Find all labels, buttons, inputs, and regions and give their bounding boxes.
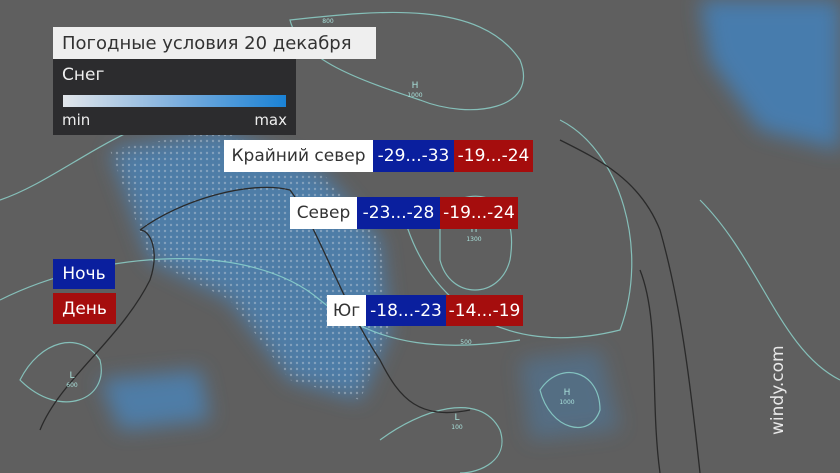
low-pressure-label: L <box>69 371 74 381</box>
high-pressure-label: H <box>412 81 419 91</box>
page-title: Погодные условия 20 декабря <box>53 27 376 59</box>
snow-legend: Снег min max <box>53 59 296 135</box>
day-temp: -19...-24 <box>440 197 518 229</box>
pressure-value: 1000 <box>559 399 574 406</box>
region-name: Юг <box>327 295 366 326</box>
pressure-value: 1300 <box>466 236 481 243</box>
watermark: windy.com <box>768 345 788 435</box>
legend-max: max <box>254 111 287 129</box>
coastlines <box>39 139 701 473</box>
night-temp: -18...-23 <box>366 295 446 326</box>
isobar-value: 500 <box>460 339 472 346</box>
pressure-value: 600 <box>66 382 78 389</box>
low-pressure-label: L <box>454 413 459 423</box>
legend-min: min <box>62 111 91 129</box>
day-temp: -14...-19 <box>446 295 523 326</box>
high-pressure-label: H <box>471 225 478 235</box>
day-key: День <box>53 293 116 324</box>
day-temp: -19...-24 <box>454 140 533 172</box>
region-name: Север <box>290 197 357 229</box>
high-pressure-label: H <box>564 388 571 398</box>
isobar-value: 800 <box>322 18 334 25</box>
legend-gradient-bar <box>63 95 286 107</box>
night-temp: -29...-33 <box>373 140 454 172</box>
region-name: Крайний север <box>224 140 373 172</box>
isobars <box>0 11 840 473</box>
legend-title: Снег <box>62 65 105 85</box>
pressure-value: 100 <box>451 424 463 431</box>
pressure-value: 1000 <box>407 92 422 99</box>
night-key: Ночь <box>53 259 115 289</box>
night-temp: -23...-28 <box>357 197 440 229</box>
